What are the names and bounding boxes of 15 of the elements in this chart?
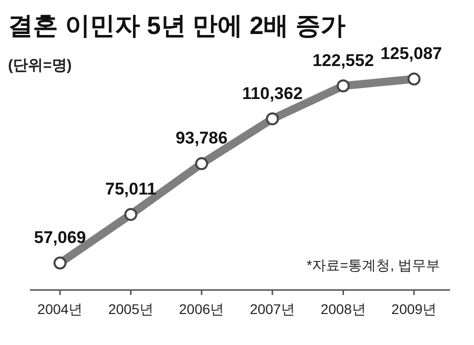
data-label: 110,362 (242, 84, 303, 103)
data-label: 75,011 (105, 179, 156, 198)
x-tick-label: 2007년 (250, 301, 295, 317)
chart-subtitle: (단위=명) (8, 57, 72, 74)
chart-title: 결혼 이민자 5년 만에 2배 증가 (8, 12, 346, 40)
x-tick-label: 2004년 (37, 301, 83, 317)
data-label: 122,552 (312, 50, 374, 70)
data-label: 93,786 (176, 128, 228, 148)
x-tick-label: 2005년 (108, 301, 154, 317)
x-tick-label: 2008년 (320, 301, 366, 317)
data-label: 125,087 (380, 44, 442, 63)
x-tick-label: 2006년 (179, 301, 224, 317)
annotation: *자료=통계청, 법무부 (306, 257, 440, 273)
data-label: 57,069 (34, 228, 86, 247)
x-tick-label: 2009년 (391, 301, 437, 317)
